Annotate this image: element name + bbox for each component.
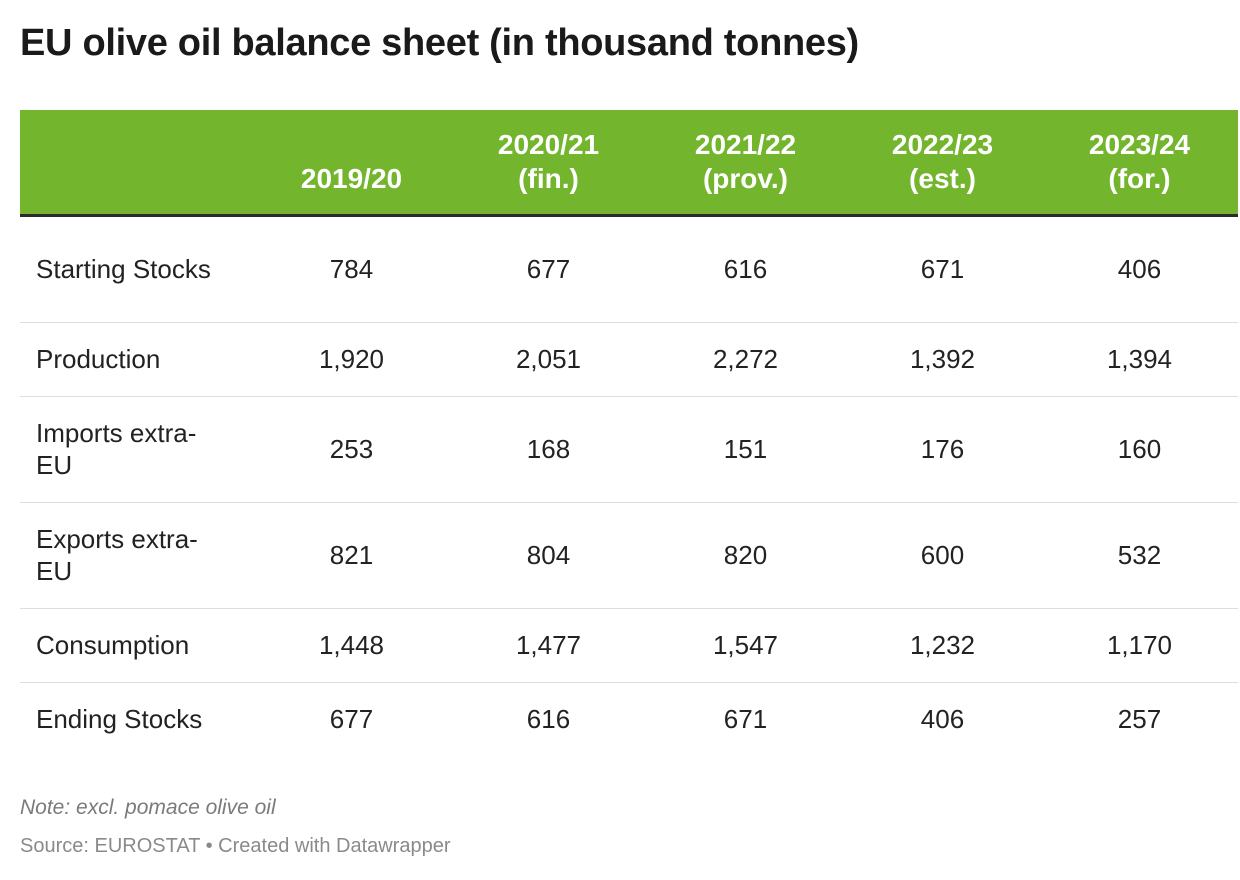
column-header: 2022/23 (est.) xyxy=(844,110,1041,217)
table-cell: 2,272 xyxy=(647,322,844,397)
table-cell: 406 xyxy=(920,704,965,735)
table-cell: 1,547 xyxy=(647,608,844,683)
row-label: Consumption xyxy=(20,608,253,683)
row-label: Starting Stocks xyxy=(20,215,253,323)
source-credit: Source: EUROSTAT • Created with Datawrap… xyxy=(20,835,451,857)
column-header-year: 2022/23 xyxy=(891,128,994,160)
footnote: Note: excl. pomace olive oil xyxy=(20,796,276,819)
column-header-status: (for.) xyxy=(1108,162,1171,194)
table-cell: 671 xyxy=(844,215,1041,323)
column-header-status: (prov.) xyxy=(702,162,789,194)
header-empty-cell xyxy=(20,110,253,217)
row-label: Ending Stocks xyxy=(36,704,203,735)
column-header: 2019/20 xyxy=(253,110,450,217)
table-row: Starting Stocks 784 677 616 671 406 xyxy=(20,215,1238,323)
table-cell: 406 xyxy=(1041,215,1238,323)
table-cell: 1,448 xyxy=(253,608,450,683)
table-cell: 151 xyxy=(647,396,844,503)
table-cell: 1,170 xyxy=(1041,608,1238,683)
table-cell: 1,392 xyxy=(844,322,1041,397)
table-cell: 1,477 xyxy=(450,608,647,683)
table-row: Consumption 1,448 1,477 1,547 1,232 1,17… xyxy=(20,608,1238,683)
table-cell: 2,051 xyxy=(450,322,647,397)
table-cell: 784 xyxy=(253,215,450,323)
table-cell: 532 xyxy=(1041,502,1238,609)
table-cell: 821 xyxy=(253,502,450,609)
chart-title: EU olive oil balance sheet (in thousand … xyxy=(20,22,859,64)
column-header-year: 2021/22 xyxy=(694,128,797,160)
table-cell: 616 xyxy=(647,215,844,323)
table-cell: 1,394 xyxy=(1041,322,1238,397)
column-header-year: 2019/20 xyxy=(300,162,403,194)
table-cell: 671 xyxy=(723,704,768,735)
table-cell: 160 xyxy=(1041,396,1238,503)
table-cell: 677 xyxy=(450,215,647,323)
column-header-year: 2023/24 xyxy=(1088,128,1191,160)
column-header-status: (fin.) xyxy=(518,162,579,194)
table-cell: 1,232 xyxy=(844,608,1041,683)
table-cell: 168 xyxy=(450,396,647,503)
table-row: Exports extra-EU 821 804 820 600 532 xyxy=(20,502,1238,609)
table-cell: 820 xyxy=(647,502,844,609)
table-cell: 176 xyxy=(844,396,1041,503)
table-header-row: 2019/20 2020/21 (fin.) 2021/22 (prov.) 2… xyxy=(20,110,1238,217)
table-cell: 253 xyxy=(253,396,450,503)
row-label: Exports extra-EU xyxy=(20,502,253,609)
table-row: Imports extra-EU 253 168 151 176 160 xyxy=(20,396,1238,503)
table-cell: 677 xyxy=(329,704,374,735)
column-header: 2023/24 (for.) xyxy=(1041,110,1238,217)
table-row: Production 1,920 2,051 2,272 1,392 1,394 xyxy=(20,322,1238,397)
table-cell: 804 xyxy=(450,502,647,609)
column-header-year: 2020/21 xyxy=(497,128,600,160)
column-header: 2020/21 (fin.) xyxy=(450,110,647,217)
table-row: Ending Stocks 677 616 671 406 257 xyxy=(20,682,1238,756)
row-label: Imports extra-EU xyxy=(20,396,253,503)
column-header: 2021/22 (prov.) xyxy=(647,110,844,217)
table-cell: 1,920 xyxy=(253,322,450,397)
column-header-status: (est.) xyxy=(909,162,976,194)
table-cell: 257 xyxy=(1117,704,1162,735)
balance-sheet-table: 2019/20 2020/21 (fin.) 2021/22 (prov.) 2… xyxy=(20,110,1238,756)
row-label: Production xyxy=(20,322,253,397)
table-cell: 616 xyxy=(526,704,571,735)
table-cell: 600 xyxy=(844,502,1041,609)
